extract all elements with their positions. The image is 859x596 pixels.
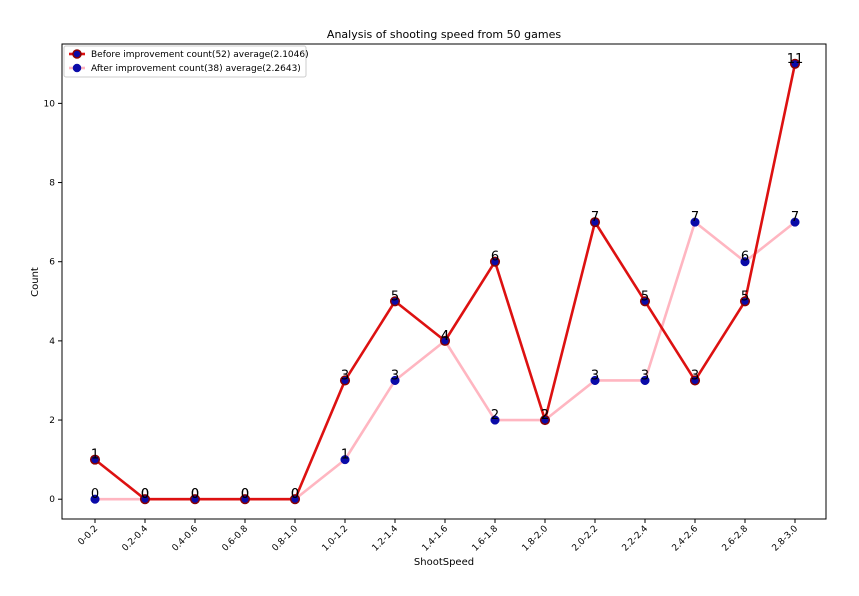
data-label-0: 6 bbox=[491, 250, 499, 265]
data-label-1: 4 bbox=[441, 329, 449, 344]
y-tick-label: 0 bbox=[49, 495, 55, 505]
y-tick-label: 6 bbox=[49, 258, 55, 268]
chart-title: Analysis of shooting speed from 50 games bbox=[327, 28, 561, 41]
data-label-1: 0 bbox=[91, 487, 99, 502]
data-point-0 bbox=[289, 494, 301, 505]
y-axis-label: Count bbox=[30, 267, 41, 297]
data-label-1: 7 bbox=[791, 210, 799, 225]
data-point-0 bbox=[89, 454, 101, 465]
data-label-0: 11 bbox=[787, 52, 804, 67]
plot-frame bbox=[61, 43, 827, 520]
data-point-0 bbox=[639, 296, 651, 307]
legend-marker-0 bbox=[72, 49, 82, 59]
y-tick-label: 10 bbox=[44, 99, 56, 109]
data-point-1 bbox=[640, 375, 650, 386]
data-point-1 bbox=[740, 257, 750, 267]
data-label-1: 3 bbox=[391, 368, 399, 383]
data-label-0: 0 bbox=[241, 487, 249, 502]
data-point-0 bbox=[389, 296, 401, 307]
data-label-0: 1 bbox=[91, 448, 99, 463]
data-point-1 bbox=[790, 217, 800, 227]
data-label-0: 5 bbox=[641, 289, 649, 304]
data-point-0 bbox=[439, 335, 451, 346]
data-label-0: 5 bbox=[391, 289, 399, 304]
data-point-0 bbox=[689, 375, 701, 386]
data-label-1: 6 bbox=[741, 250, 749, 265]
data-point-1 bbox=[690, 217, 700, 227]
data-point-0 bbox=[489, 256, 501, 267]
legend-marker-1 bbox=[72, 63, 82, 73]
data-label-0: 0 bbox=[191, 487, 199, 502]
data-point-0 bbox=[139, 494, 151, 505]
data-label-0: 0 bbox=[141, 487, 149, 502]
data-label-0: 3 bbox=[341, 368, 349, 383]
data-label-1: 0 bbox=[241, 487, 249, 502]
data-label-0: 5 bbox=[741, 289, 749, 304]
data-point-0 bbox=[739, 296, 751, 307]
data-label-1: 3 bbox=[591, 368, 599, 383]
data-label-0: 4 bbox=[441, 329, 449, 344]
data-point-0 bbox=[539, 414, 551, 426]
data-point-1 bbox=[390, 375, 400, 386]
data-point-0 bbox=[789, 58, 801, 69]
data-label-0: 7 bbox=[591, 210, 599, 225]
legend-label-0: Before improvement count(52) average(2.1… bbox=[91, 50, 309, 60]
data-label-0: 3 bbox=[691, 368, 699, 383]
legend-frame bbox=[63, 45, 307, 78]
data-point-1 bbox=[490, 415, 500, 425]
y-tick-label: 2 bbox=[49, 416, 55, 426]
data-label-1: 7 bbox=[691, 210, 699, 225]
data-point-0 bbox=[239, 494, 251, 505]
data-label-1: 3 bbox=[641, 368, 649, 383]
data-label-0: 2 bbox=[541, 408, 549, 423]
data-label-1: 0 bbox=[141, 487, 149, 502]
y-tick-label: 4 bbox=[49, 337, 55, 347]
data-label-1: 2 bbox=[541, 408, 549, 423]
y-tick-label: 8 bbox=[49, 179, 55, 189]
data-point-0 bbox=[589, 217, 601, 228]
data-label-1: 0 bbox=[191, 487, 199, 502]
data-label-1: 0 bbox=[291, 487, 299, 502]
data-point-0 bbox=[189, 494, 201, 505]
data-label-1: 1 bbox=[341, 448, 349, 463]
data-point-1 bbox=[590, 375, 600, 386]
data-label-1: 2 bbox=[491, 408, 499, 423]
legend: Before improvement count(52) average(2.1… bbox=[63, 45, 309, 78]
x-axis-label: ShootSpeed bbox=[414, 557, 474, 568]
data-label-0: 0 bbox=[291, 487, 299, 502]
data-point-1 bbox=[90, 494, 100, 504]
data-point-0 bbox=[339, 375, 351, 386]
data-point-1 bbox=[340, 455, 350, 465]
legend-label-1: After improvement count(38) average(2.26… bbox=[91, 64, 301, 74]
